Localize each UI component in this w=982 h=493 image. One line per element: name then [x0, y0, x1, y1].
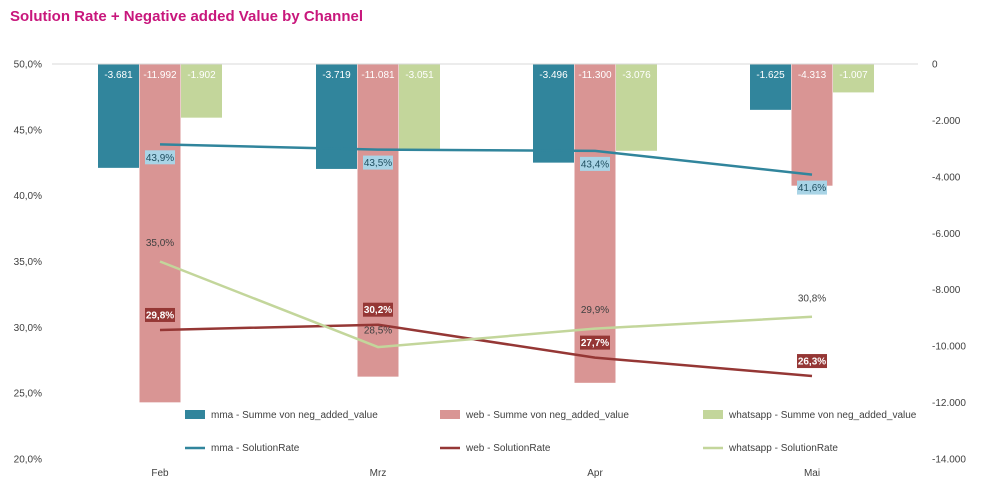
y-left-tick-label: 50,0% — [14, 60, 42, 71]
line-data-label: 29,8% — [146, 310, 174, 321]
x-tick-label: Apr — [587, 468, 603, 479]
y-right-tick-label: -6.000 — [932, 229, 961, 240]
legend-swatch — [703, 410, 723, 419]
line-label-box — [145, 307, 175, 322]
bar-data-label: -1.007 — [839, 70, 868, 81]
y-right-tick-label: -12.000 — [932, 398, 966, 409]
line-label-box — [797, 180, 827, 195]
y-left-tick-label: 45,0% — [14, 125, 42, 136]
bar — [833, 64, 874, 93]
bar — [181, 64, 222, 118]
y-left-tick-label: 35,0% — [14, 257, 42, 268]
bar — [316, 64, 357, 169]
legend-swatch — [185, 410, 205, 419]
bar-data-label: -4.313 — [798, 70, 827, 81]
legend-label: web - SolutionRate — [465, 443, 551, 454]
legend-label: web - Summe von neg_added_value — [465, 410, 629, 421]
series-line — [159, 260, 813, 349]
line-label-box — [145, 150, 175, 165]
series-line — [159, 143, 813, 176]
bar — [98, 64, 139, 168]
line-data-label: 43,5% — [364, 158, 392, 169]
y-left-tick-label: 20,0% — [14, 455, 42, 466]
series-line — [159, 323, 813, 378]
legend-swatch — [440, 410, 460, 419]
bar — [139, 64, 181, 403]
y-right-tick-label: -10.000 — [932, 342, 966, 353]
line-label-box — [580, 335, 610, 350]
line-label-box — [580, 156, 610, 171]
bar-data-label: -1.625 — [756, 70, 785, 81]
legend-label: whatsapp - Summe von neg_added_value — [728, 410, 917, 421]
x-tick-label: Mrz — [370, 468, 387, 479]
line-data-label: 43,4% — [581, 159, 609, 170]
y-right-tick-label: -8.000 — [932, 285, 961, 296]
bar-data-label: -3.076 — [622, 70, 651, 81]
bar-data-label: -1.902 — [187, 70, 216, 81]
legend-label: mma - Summe von neg_added_value — [211, 410, 378, 421]
y-right-tick-label: -14.000 — [932, 455, 966, 466]
line-data-label: 35,0% — [146, 238, 174, 249]
line-label-box — [363, 302, 393, 317]
bar — [574, 64, 616, 383]
y-right-tick-label: -2.000 — [932, 116, 961, 127]
bar — [399, 64, 440, 151]
line-data-label: 30,2% — [364, 305, 392, 316]
bar-data-label: -11.081 — [361, 70, 395, 81]
legend-label: mma - SolutionRate — [211, 443, 300, 454]
bar — [533, 64, 574, 163]
chart-title: Solution Rate + Negative added Value by … — [10, 8, 363, 25]
bar — [791, 64, 833, 186]
line-data-label: 27,7% — [581, 338, 609, 349]
line-data-label: 29,9% — [581, 305, 609, 316]
bar-data-label: -3.051 — [405, 70, 434, 81]
bar — [616, 64, 657, 151]
bar-data-label: -3.496 — [539, 70, 568, 81]
x-tick-label: Mai — [804, 468, 820, 479]
bar-data-label: -11.300 — [578, 70, 612, 81]
y-right-tick-label: -4.000 — [932, 172, 961, 183]
y-left-tick-label: 30,0% — [14, 323, 42, 334]
line-label-box — [363, 155, 393, 170]
y-left-tick-label: 25,0% — [14, 389, 42, 400]
line-data-label: 26,3% — [798, 357, 826, 368]
line-label-box — [797, 354, 827, 369]
bar — [750, 64, 791, 110]
line-data-label: 41,6% — [798, 183, 826, 194]
line-data-label: 28,5% — [364, 326, 392, 337]
line-data-label: 30,8% — [798, 293, 826, 304]
line-data-label: 43,9% — [146, 153, 174, 164]
bar-data-label: -3.681 — [104, 70, 133, 81]
bar-data-label: -11.992 — [143, 70, 177, 81]
x-tick-label: Feb — [151, 468, 169, 479]
bar-data-label: -3.719 — [322, 70, 351, 81]
legend-label: whatsapp - SolutionRate — [728, 443, 838, 454]
y-left-tick-label: 40,0% — [14, 191, 42, 202]
y-right-tick-label: 0 — [932, 60, 938, 71]
